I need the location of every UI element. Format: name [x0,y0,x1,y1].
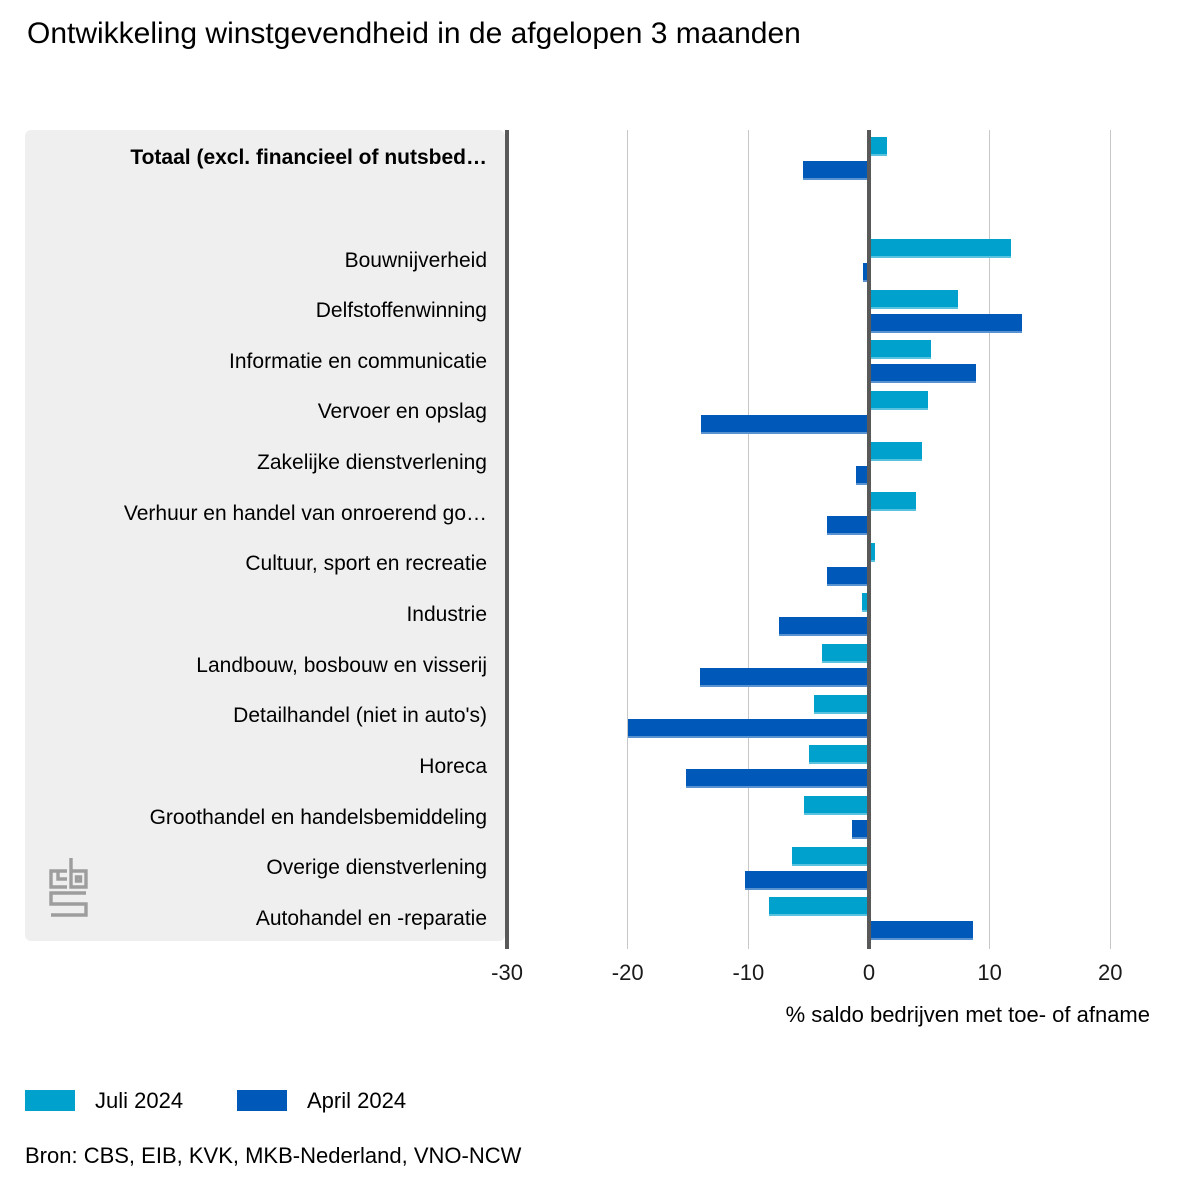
category-label: Zakelijke dienstverlening [257,451,487,475]
category-panel [25,130,505,941]
category-label: Autohandel en -reparatie [255,906,487,930]
category-label: Totaal (excl. financieel of nutsbed… [130,146,487,169]
bar-april-2024[interactable] [862,263,869,282]
category-label: Cultuur, sport en recreatie [245,552,487,576]
bar-juli-2024[interactable] [869,390,929,410]
category-label: Groothandel en handelsbemiddeling [149,805,487,829]
legend-label-juli-2024: Juli 2024 [95,1088,184,1113]
category-label: Landbouw, bosbouw en visserij [196,653,487,677]
category-label: Horeca [419,754,487,778]
bar-juli-2024[interactable] [803,796,869,816]
y-axis-line [505,130,509,949]
x-tick-label--10: -10 [732,960,765,985]
legend-label-april-2024: April 2024 [307,1088,407,1113]
cbs-logo [49,858,88,917]
category-label: Detailhandel (niet in auto's) [233,704,487,728]
bar-juli-2024[interactable] [791,846,869,866]
bar-april-2024[interactable] [826,516,869,536]
category-label: Informatie en communicatie [229,349,487,373]
bar-juli-2024[interactable] [869,136,888,156]
x-tick-label-0: 0 [862,960,876,985]
bar-april-2024[interactable] [869,313,1023,333]
bar-april-2024[interactable] [744,870,869,890]
legend: Juli 2024 April 2024 [25,1088,625,1114]
gridline--10 [747,130,749,949]
x-tick-label-10: 10 [977,960,1002,985]
bar-april-2024[interactable] [869,921,973,941]
bar-juli-2024[interactable] [861,593,869,613]
category-label: Delfstoffenwinning [315,299,487,323]
bar-april-2024[interactable] [778,617,869,637]
bar-juli-2024[interactable] [869,441,923,461]
gridline--20 [627,130,629,949]
category-label: Verhuur en handel van onroerend go… [123,501,487,525]
bar-juli-2024[interactable] [808,745,869,765]
bar-april-2024[interactable] [826,566,869,586]
bar-april-2024[interactable] [852,820,869,840]
bar-april-2024[interactable] [685,769,869,789]
bar-april-2024[interactable] [700,668,869,688]
x-tick-label--20: -20 [611,960,644,985]
bar-juli-2024[interactable] [869,542,876,562]
bar-juli-2024[interactable] [869,340,931,360]
bar-april-2024[interactable] [855,465,869,485]
cbs-logo-s [49,891,88,917]
bar-juli-2024[interactable] [869,289,959,309]
legend-swatch-juli-2024 [25,1090,75,1111]
bar-juli-2024[interactable] [869,239,1012,258]
gridline-20 [1109,130,1111,949]
zero-line [867,130,871,949]
category-label: Overige dienstverlening [266,856,487,880]
cbs-logo-c [49,869,67,889]
bar-april-2024[interactable] [869,364,977,384]
bar-juli-2024[interactable] [813,694,869,714]
bar-juli-2024[interactable] [869,492,917,512]
legend-swatch-april-2024 [237,1090,287,1111]
plot-area [505,130,1150,949]
bar-april-2024[interactable] [627,718,869,738]
cbs-logo-b [69,858,88,889]
bar-juli-2024[interactable] [821,644,869,664]
source-line: Bron: CBS, EIB, KVK, MKB-Nederland, VNO-… [25,1143,522,1168]
x-axis-title: % saldo bedrijven met toe- of afname [785,1002,1150,1027]
bar-april-2024[interactable] [802,160,869,180]
x-tick-label-20: 20 [1098,960,1123,985]
category-label: Industrie [406,602,487,626]
bar-april-2024[interactable] [701,414,869,434]
bar-juli-2024[interactable] [768,897,869,917]
gridline-10 [989,130,991,949]
category-label: Bouwnijverheid [344,248,487,272]
x-tick-label--30: -30 [491,960,523,985]
chart-title: Ontwikkeling winstgevendheid in de afgel… [27,17,801,50]
category-label: Vervoer en opslag [317,400,487,424]
